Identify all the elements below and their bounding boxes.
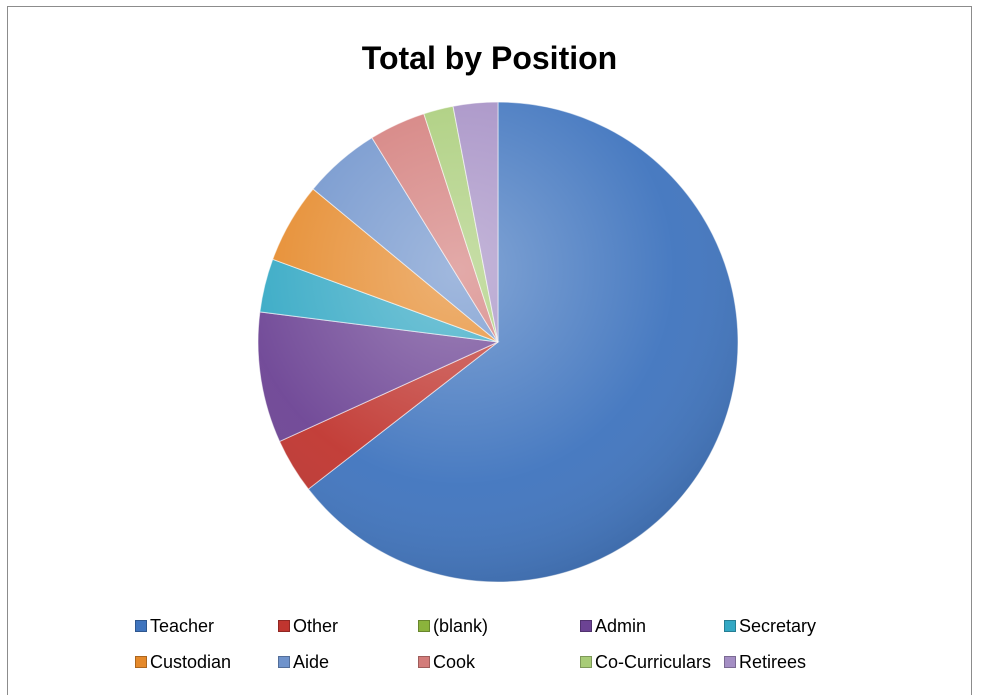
legend-swatch bbox=[724, 620, 736, 632]
legend-swatch bbox=[418, 620, 430, 632]
legend-item-custodian: Custodian bbox=[135, 652, 231, 672]
legend-swatch bbox=[278, 656, 290, 668]
legend-swatch bbox=[135, 620, 147, 632]
legend-item-secretary: Secretary bbox=[724, 616, 816, 636]
legend-swatch bbox=[418, 656, 430, 668]
legend-label: Custodian bbox=[150, 652, 232, 672]
legend-swatch bbox=[580, 656, 592, 668]
legend-label: Aide bbox=[293, 652, 330, 672]
legend-label: Secretary bbox=[739, 616, 817, 636]
legend-label: Co-Curriculars bbox=[595, 652, 712, 672]
chart-area: Total by Position Teacher Other (blank) Adm… bbox=[7, 6, 972, 695]
legend-label: Admin bbox=[595, 616, 647, 636]
pie-chart bbox=[257, 101, 739, 583]
legend-item-blank: (blank) bbox=[418, 616, 488, 636]
legend-item-aide: Aide bbox=[278, 652, 329, 672]
legend-swatch bbox=[278, 620, 290, 632]
legend-label: Other bbox=[293, 616, 339, 636]
legend-swatch bbox=[580, 620, 592, 632]
legend-item-retirees: Retirees bbox=[724, 652, 806, 672]
legend-label: Teacher bbox=[150, 616, 215, 636]
legend-swatch bbox=[135, 656, 147, 668]
chart-title: Total by Position bbox=[361, 40, 618, 76]
legend-item-teacher: Teacher bbox=[135, 616, 214, 636]
legend-swatch bbox=[724, 656, 736, 668]
legend-item-cook: Cook bbox=[418, 652, 475, 672]
legend-item-other: Other bbox=[278, 616, 338, 636]
legend-label: Retirees bbox=[739, 652, 807, 672]
legend-item-co-curriculars: Co-Curriculars bbox=[580, 652, 711, 672]
legend-item-admin: Admin bbox=[580, 616, 646, 636]
legend-label: (blank) bbox=[433, 616, 489, 636]
legend-label: Cook bbox=[433, 652, 476, 672]
